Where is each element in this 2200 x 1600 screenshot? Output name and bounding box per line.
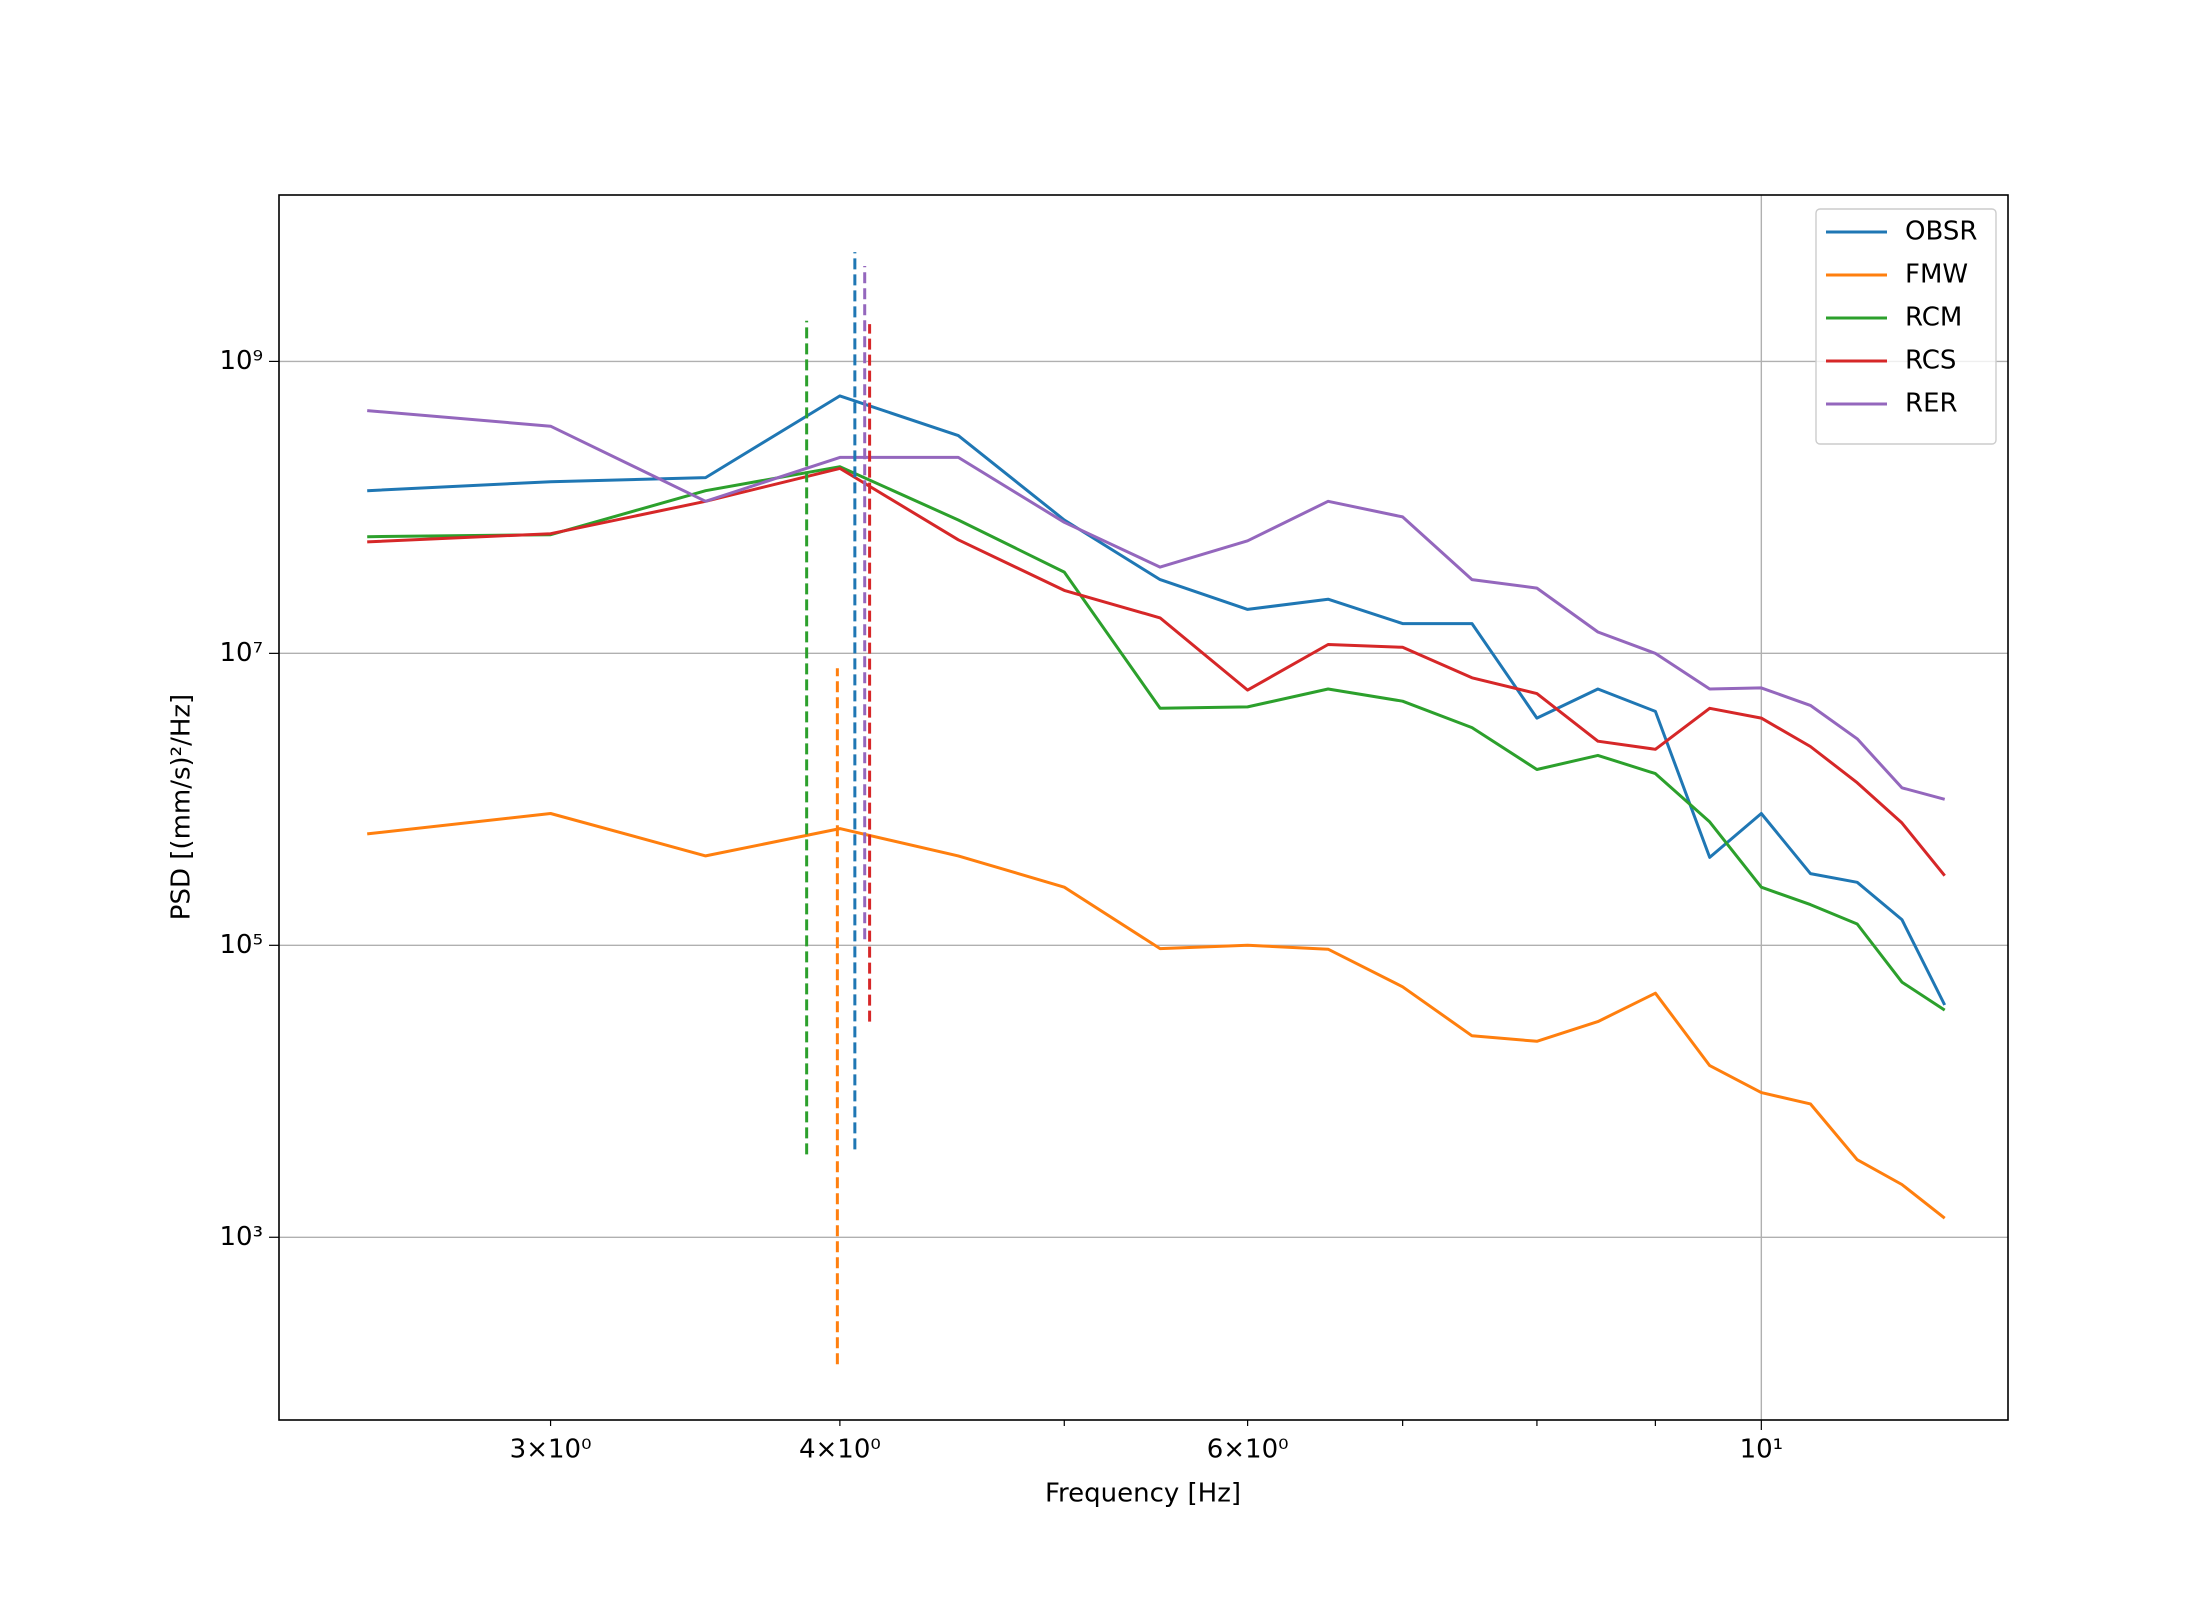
legend-label: FMW (1905, 260, 1968, 290)
y-axis-label: PSD [(mm/s)²/Hz] (167, 694, 197, 920)
plot-area (367, 252, 1947, 1365)
legend-box (1815, 208, 1997, 445)
y-tick-label: 10⁵ (219, 930, 263, 960)
x-axis-label: Frequency [Hz] (1045, 1479, 1241, 1509)
x-tick-label: 10¹ (1740, 1435, 1784, 1465)
y-tick-label: 10⁷ (219, 638, 263, 668)
legend-label: OBSR (1905, 217, 1977, 247)
plot-frame (278, 194, 2009, 1421)
series-line (367, 466, 1946, 877)
series-line (367, 394, 1947, 1006)
series-line (367, 812, 1946, 1220)
legend-label: RCS (1905, 346, 1956, 376)
legend-label: RER (1905, 389, 1958, 419)
x-tick-label: 3×10⁰ (510, 1435, 592, 1465)
legend-label: RCM (1905, 303, 1962, 333)
x-tick-label: 6×10⁰ (1207, 1435, 1289, 1465)
series-line (367, 465, 1946, 1012)
y-tick-label: 10⁹ (219, 346, 263, 376)
y-tick-label: 10³ (219, 1222, 263, 1252)
series-line (367, 409, 1946, 801)
x-tick-label: 4×10⁰ (799, 1435, 881, 1465)
